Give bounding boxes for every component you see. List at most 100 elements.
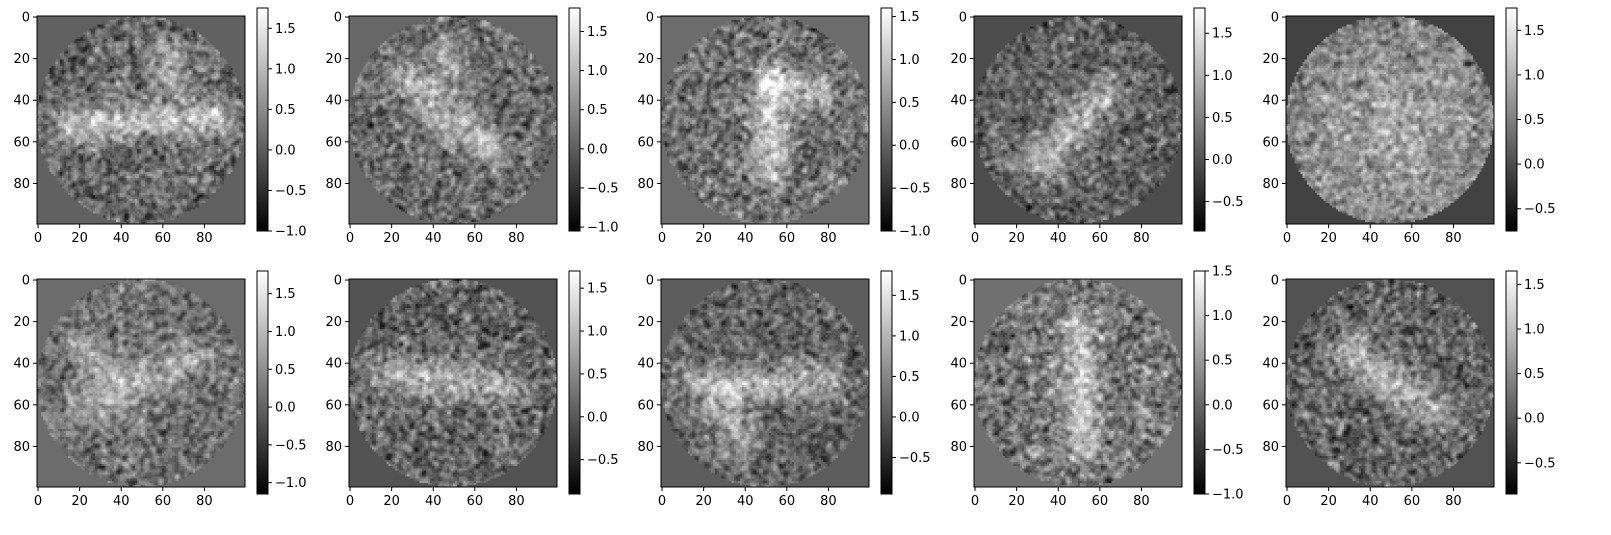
y-tick-label: 80 — [325, 440, 342, 455]
x-tick-label: 80 — [1445, 231, 1462, 246]
x-tick-label: 20 — [1008, 231, 1025, 246]
y-tick-label: 40 — [950, 357, 967, 372]
y-tick-label: 60 — [950, 135, 967, 150]
x-tick-label: 0 — [34, 494, 42, 509]
y-tick-label: 80 — [13, 177, 30, 192]
colorbar-tick-label: 0.5 — [1212, 354, 1233, 369]
heatmap-image — [37, 279, 245, 487]
colorbar-tick-label: 0.5 — [587, 367, 608, 382]
y-tick-label: 0 — [334, 11, 342, 26]
y-tick-label: 60 — [637, 398, 654, 413]
colorbar-tick-label: −0.5 — [275, 184, 307, 199]
y-tick-label: 40 — [637, 357, 654, 372]
y-tick-label: 0 — [22, 274, 30, 289]
colorbar-gradient — [1194, 8, 1205, 231]
colorbar-tick-label: 1.0 — [899, 329, 920, 344]
y-tick-label: 60 — [325, 135, 342, 150]
heatmap-panel-1: 0 20 40 60 80 0 20 40 60 80 1.5 1.0 0.5 0.0 −0.5 −1.0 — [13, 7, 307, 246]
y-tick-label: 80 — [950, 177, 967, 192]
x-tick-label: 40 — [425, 494, 442, 509]
x-tick-label: 0 — [1283, 494, 1291, 509]
x-tick-label: 80 — [508, 231, 525, 246]
axes-frame — [973, 278, 1183, 488]
colorbar-frame — [256, 270, 269, 495]
colorbar-gradient — [569, 8, 580, 231]
y-tick-label: 80 — [325, 177, 342, 192]
y-tick-label: 80 — [950, 440, 967, 455]
colorbar-tick-label: 0.0 — [899, 410, 920, 425]
x-tick-label: 80 — [196, 494, 213, 509]
axes-frame — [660, 15, 870, 225]
colorbar-tick-label: 1.0 — [1212, 69, 1233, 84]
colorbar-tick-label: −1.0 — [587, 221, 619, 236]
x-tick-label: 0 — [658, 494, 666, 509]
y-tick-label: 60 — [1262, 135, 1279, 150]
colorbar-tick-label: 0.5 — [1524, 367, 1545, 382]
colorbar-tick-label: −0.5 — [1524, 456, 1556, 471]
colorbar-tick-label: −1.0 — [899, 225, 931, 240]
colorbar-gradient — [257, 8, 268, 231]
heatmap-image — [349, 279, 557, 487]
colorbar-frame — [568, 7, 581, 232]
x-tick-label: 40 — [737, 494, 754, 509]
y-tick-label: 20 — [637, 315, 654, 330]
x-tick-label: 0 — [34, 231, 42, 246]
colorbar-tick-label: 0.0 — [1212, 153, 1233, 168]
colorbar-tick-label: 1.5 — [1212, 265, 1233, 280]
heatmap-image — [661, 279, 869, 487]
axes-frame — [1285, 15, 1495, 225]
heatmap-panel-5: 0 20 40 60 80 0 20 40 60 80 1.5 1.0 0.5 0.0 −0.5 — [1262, 7, 1556, 246]
x-tick-label: 0 — [346, 494, 354, 509]
colorbar-tick-label: −0.5 — [1212, 443, 1244, 458]
x-tick-label: 40 — [1362, 231, 1379, 246]
colorbar-tick-label: 1.0 — [275, 62, 296, 77]
colorbar-gradient — [1194, 271, 1205, 494]
axes-frame — [36, 15, 246, 225]
y-tick-label: 20 — [1262, 315, 1279, 330]
colorbar-tick-label: 1.5 — [1524, 24, 1545, 39]
colorbar-tick-label: 1.5 — [587, 25, 608, 40]
y-tick-label: 0 — [646, 274, 654, 289]
x-tick-label: 40 — [737, 231, 754, 246]
colorbar-tick-label: −0.5 — [587, 453, 619, 468]
x-tick-label: 40 — [1362, 494, 1379, 509]
y-tick-label: 20 — [325, 52, 342, 67]
colorbar-gradient — [881, 8, 892, 231]
x-tick-label: 80 — [196, 231, 213, 246]
colorbar-tick-label: 0.5 — [1524, 113, 1545, 128]
y-tick-label: 20 — [1262, 52, 1279, 67]
y-tick-label: 60 — [1262, 398, 1279, 413]
x-tick-label: 80 — [820, 494, 837, 509]
colorbar-tick-label: 0.5 — [587, 103, 608, 118]
y-tick-label: 20 — [950, 52, 967, 67]
axes-frame — [973, 15, 1183, 225]
y-tick-label: 40 — [325, 357, 342, 372]
colorbar-gradient — [1506, 271, 1517, 494]
colorbar-tick-label: 0.5 — [275, 103, 296, 118]
x-tick-label: 80 — [508, 494, 525, 509]
x-tick-label: 20 — [695, 231, 712, 246]
axes-frame — [348, 15, 558, 225]
heatmap-image — [37, 16, 245, 224]
colorbar-tick-label: 0.0 — [275, 401, 296, 416]
colorbar-tick-label: −1.0 — [275, 476, 307, 491]
x-tick-label: 0 — [658, 231, 666, 246]
y-tick-label: 20 — [325, 315, 342, 330]
y-tick-label: 80 — [1262, 177, 1279, 192]
x-tick-label: 60 — [1404, 231, 1421, 246]
colorbar-tick-label: 1.5 — [1524, 278, 1545, 293]
x-tick-label: 60 — [467, 231, 484, 246]
colorbar-frame — [568, 270, 581, 495]
colorbar-frame — [256, 7, 269, 232]
colorbar-frame — [880, 270, 893, 495]
x-tick-label: 0 — [1283, 231, 1291, 246]
x-tick-label: 60 — [1404, 494, 1421, 509]
y-tick-label: 0 — [1271, 274, 1279, 289]
x-tick-label: 40 — [113, 231, 130, 246]
x-tick-label: 20 — [1008, 494, 1025, 509]
y-tick-label: 60 — [637, 135, 654, 150]
colorbar-tick-label: 1.5 — [275, 287, 296, 302]
colorbar-tick-label: 1.5 — [899, 289, 920, 304]
colorbar-tick-label: −0.5 — [1212, 195, 1244, 210]
